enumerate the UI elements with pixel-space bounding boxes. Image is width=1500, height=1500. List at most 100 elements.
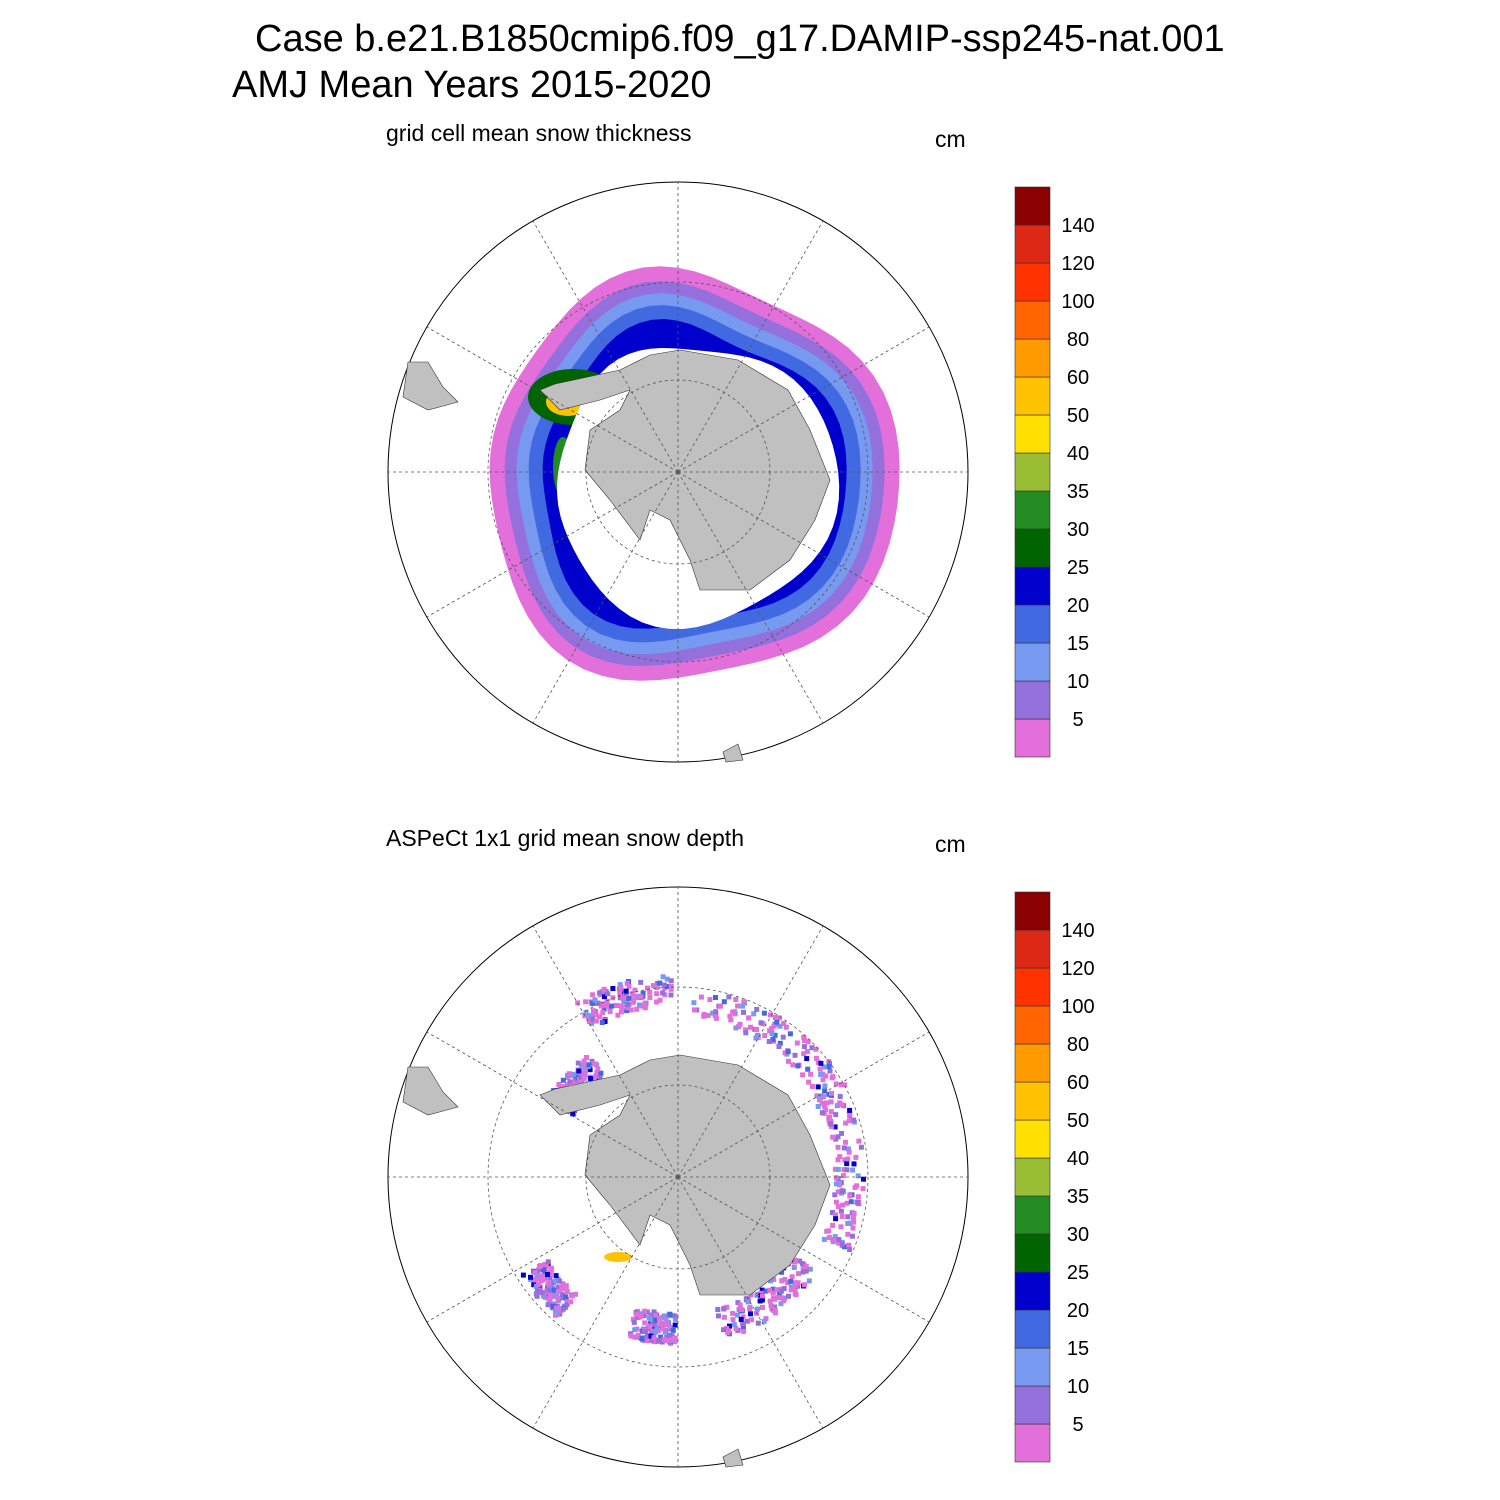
observation-cell (781, 1020, 787, 1026)
observation-cell (761, 1318, 767, 1324)
observation-cell (538, 1273, 544, 1279)
observation-cell (654, 1324, 660, 1330)
observation-cell (654, 999, 660, 1005)
observation-cell (597, 1014, 603, 1020)
observation-cell (728, 1017, 734, 1023)
observation-cell (664, 976, 670, 982)
observation-cell (630, 999, 636, 1005)
observation-cell (595, 1000, 601, 1006)
observation-cell (770, 1036, 776, 1042)
observation-cell (626, 983, 632, 989)
colorbar-tick-label: 35 (1067, 481, 1089, 503)
observation-cell (553, 1312, 558, 1318)
observation-cell (642, 1005, 648, 1011)
observation-cell (664, 983, 670, 989)
observation-cell (593, 1012, 599, 1018)
observation-cell (727, 1013, 733, 1019)
observation-cell (822, 1103, 827, 1109)
longitude-gridline (426, 1176, 679, 1323)
observation-cell (791, 1265, 797, 1270)
observation-cell (754, 1006, 760, 1012)
observation-cell (755, 1320, 761, 1326)
observation-cell (571, 1072, 577, 1077)
observation-cell (657, 1324, 663, 1330)
observation-cell (848, 1220, 854, 1226)
observation-cell (631, 1319, 637, 1325)
observation-cell (667, 1324, 673, 1330)
observation-cell (794, 1040, 800, 1046)
observation-cell (777, 1023, 783, 1029)
observation-cell (599, 1020, 605, 1025)
observation-cell (775, 1295, 781, 1301)
observation-cell (795, 1063, 801, 1069)
observation-cell (730, 1009, 736, 1015)
observation-cell (783, 1024, 789, 1030)
observation-cell (770, 1286, 776, 1292)
observation-cell (651, 1335, 657, 1341)
observation-cell (844, 1167, 850, 1173)
observation-cell (590, 992, 596, 998)
observation-cell (592, 1061, 598, 1067)
colorbar-tick-label: 60 (1067, 367, 1089, 389)
observation-cell (664, 1334, 670, 1340)
observation-cell (823, 1073, 829, 1079)
observation-cell (644, 1309, 650, 1315)
longitude-gridline (677, 1176, 930, 1323)
observation-cell (555, 1295, 561, 1301)
observation-cell (653, 1313, 659, 1318)
observation-cell (584, 1055, 589, 1060)
observation-cell (633, 994, 639, 999)
colorbar-tick-label: 80 (1067, 1034, 1089, 1056)
observation-cell (536, 1267, 542, 1273)
observation-cell (610, 995, 616, 1001)
observation-cell (655, 1338, 661, 1344)
observation-cell (841, 1167, 847, 1173)
observation-cell (666, 1332, 672, 1338)
observation-cell (573, 1291, 578, 1297)
observation-cell (624, 1002, 630, 1008)
observation-cell (609, 1003, 615, 1009)
observation-cell (768, 1278, 774, 1284)
observation-cell (705, 1013, 711, 1018)
observation-cell (845, 1231, 851, 1237)
longitude-gridline (677, 925, 824, 1178)
observation-cell (813, 1046, 819, 1052)
observation-cell (636, 1002, 642, 1008)
observation-cell (840, 1173, 846, 1179)
observation-cell (590, 1000, 596, 1006)
observation-cell (546, 1296, 552, 1302)
observation-cell (774, 1287, 780, 1293)
observation-cell (654, 985, 660, 990)
observation-cell (646, 1315, 652, 1321)
observation-cell (547, 1299, 553, 1305)
observation-cell (713, 1009, 719, 1015)
observation-cell (815, 1104, 821, 1109)
colorbar-swatch (1014, 680, 1051, 720)
observation-cell (839, 1214, 845, 1219)
colorbar-swatch (1014, 528, 1051, 568)
observation-cell (637, 1311, 643, 1317)
observation-cell (618, 1003, 624, 1009)
observation-cell (630, 991, 636, 996)
observation-cell (843, 1139, 848, 1145)
observation-cell (828, 1118, 834, 1124)
panel2-units: cm (935, 831, 966, 857)
observation-cell (845, 1221, 851, 1226)
observation-cell (541, 1267, 546, 1272)
observation-cell (624, 980, 630, 986)
observation-cell (560, 1295, 566, 1301)
observation-cell (833, 1216, 839, 1222)
observation-cell (647, 989, 653, 995)
observation-cell (727, 1323, 732, 1329)
observation-cell (753, 1035, 759, 1041)
observation-cell (762, 1033, 768, 1038)
observation-cell (713, 1015, 719, 1021)
observation-cell (829, 1075, 835, 1081)
observation-cell (788, 1278, 794, 1284)
colorbar-swatch (1014, 1385, 1051, 1425)
observation-cell (570, 1111, 576, 1117)
observation-cell (583, 1009, 589, 1015)
observation-cell (797, 1258, 803, 1264)
observation-cell (653, 1317, 659, 1323)
observation-cell (615, 1012, 621, 1018)
